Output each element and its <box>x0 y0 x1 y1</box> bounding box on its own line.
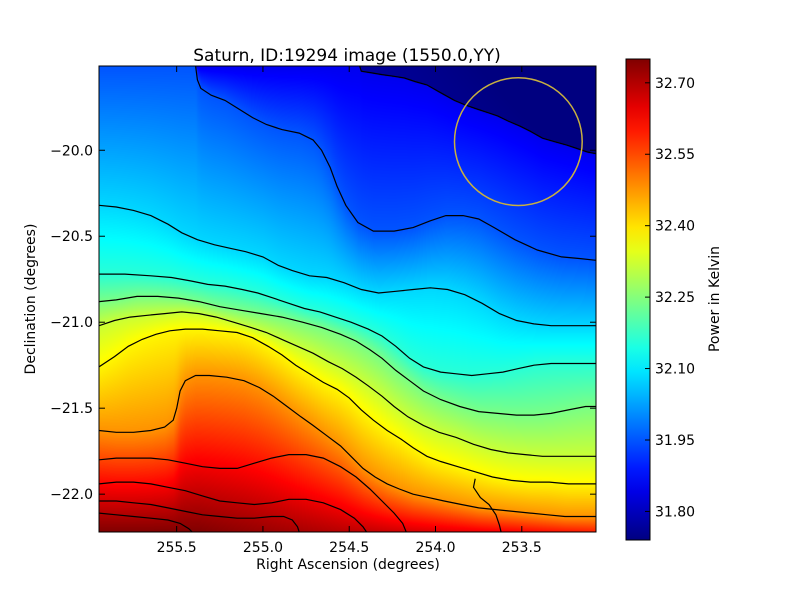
colorbar-tick-label: 32.25 <box>655 290 695 306</box>
x-tick-label: 253.5 <box>502 540 542 556</box>
heatmap <box>99 66 596 532</box>
chart-title: Saturn, ID:19294 image (1550.0,YY) <box>193 46 501 66</box>
y-tick-label: −22.0 <box>50 487 93 503</box>
contour-line <box>472 478 502 532</box>
colorbar-tick-label: 32.70 <box>655 76 695 92</box>
contour-line <box>99 454 407 532</box>
x-axis-label: Right Ascension (degrees) <box>256 557 440 573</box>
colorbar-tick-label: 32.40 <box>655 219 695 235</box>
contour-line <box>99 295 596 416</box>
colorbar-gradient <box>625 58 651 541</box>
y-tick-label: −20.0 <box>50 143 93 159</box>
contour-line <box>99 512 193 532</box>
contour-line <box>195 66 596 261</box>
contour-line <box>99 273 596 377</box>
contour-line <box>99 500 300 532</box>
x-tick-label: 255.5 <box>157 540 197 556</box>
plot-area <box>98 65 597 533</box>
contour-line <box>99 374 596 518</box>
y-tick-label: −21.0 <box>50 315 93 331</box>
contour-line <box>99 328 596 485</box>
colorbar-tick-label: 31.95 <box>655 433 695 449</box>
contour-line <box>99 481 367 532</box>
y-tick-label: −20.5 <box>50 229 93 245</box>
x-tick-label: 255.0 <box>243 540 283 556</box>
colorbar-tick-label: 32.10 <box>655 362 695 378</box>
contour-line <box>359 66 596 155</box>
contour-line <box>99 204 596 327</box>
x-tick-label: 254.5 <box>329 540 369 556</box>
colorbar-tick-label: 31.80 <box>655 504 695 520</box>
colorbar: 32.70 32.55 32.40 32.25 32.10 31.95 31.80 Powe… <box>625 58 723 541</box>
colorbar-label: Power in Kelvin <box>707 246 723 352</box>
source-circle-group <box>453 77 583 207</box>
y-tick-label: −21.5 <box>50 401 93 417</box>
source-circle <box>453 77 583 207</box>
contour-lines <box>99 66 596 532</box>
x-tick-label: 254.0 <box>415 540 455 556</box>
colorbar-tick-label: 32.55 <box>655 147 695 163</box>
plot-frame <box>98 65 597 533</box>
y-axis-label: Declination (degrees) <box>23 224 39 375</box>
contour-line <box>99 311 596 457</box>
colorbar-ticks: 32.70 32.55 32.40 32.25 32.10 31.95 31.80 <box>645 76 695 520</box>
y-axis-ticks: −20.0 −20.5 −21.0 −21.5 −22.0 <box>50 143 596 503</box>
x-axis-ticks: 255.5 255.0 254.5 254.0 253.5 <box>157 66 542 556</box>
